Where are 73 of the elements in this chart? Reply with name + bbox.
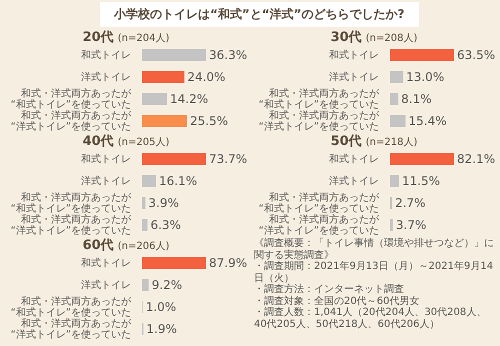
- bar: [390, 93, 398, 105]
- data-label: 3.9%: [148, 196, 179, 210]
- text: ・調査期間：2021年9月13日（月）～2021年9月14日（火）: [254, 261, 494, 284]
- chart-title: 20代: [82, 30, 114, 45]
- data-label: 15.4%: [408, 114, 447, 128]
- chart-subtitle: (n=218人): [366, 137, 418, 148]
- data-label: 73.7%: [209, 152, 248, 166]
- data-label: 8.1%: [401, 92, 432, 106]
- bar: [390, 175, 399, 187]
- data-label: 3.7%: [396, 218, 426, 232]
- text: ・調査方法：インターネット調査: [254, 284, 405, 296]
- data-label: 25.5%: [190, 114, 228, 128]
- bar: [142, 197, 146, 209]
- bar: [390, 71, 404, 83]
- data-label: 14.2%: [170, 92, 208, 106]
- bar: [142, 49, 206, 61]
- y-tick-label: 和式トイレ: [329, 152, 379, 164]
- y-tick-label: 洋式トイレ: [329, 174, 379, 186]
- y-tick-label: 和式トイレ: [81, 48, 131, 60]
- y-tick-label: 和式・洋式両方あったが “和式トイレ”を使っていた: [258, 87, 380, 110]
- data-label: 63.5%: [457, 48, 496, 62]
- y-tick-label: 和式・洋式両方あったが “洋式トイレ”を使っていた: [10, 213, 132, 236]
- bar: [390, 219, 393, 231]
- y-tick-label: 洋式トイレ: [81, 174, 131, 186]
- bar: [390, 49, 454, 61]
- bar: [142, 93, 168, 105]
- y-tick-label: 和式・洋式両方あったが “和式トイレ”を使っていた: [258, 191, 380, 214]
- bar: [142, 219, 148, 231]
- data-label: 87.9%: [209, 256, 248, 270]
- y-tick-label: 和式トイレ: [81, 256, 131, 268]
- y-tick-label: 洋式トイレ: [81, 278, 131, 290]
- y-tick-label: 洋式トイレ: [81, 70, 131, 82]
- y-tick-label: 和式・洋式両方あったが “洋式トイレ”を使っていた: [10, 317, 132, 340]
- y-tick-label: 和式・洋式両方あったが “和式トイレ”を使っていた: [10, 295, 132, 318]
- chart-title: 50代: [330, 134, 362, 149]
- data-label: 36.3%: [209, 48, 248, 62]
- y-tick-label: 和式・洋式両方あったが “洋式トイレ”を使っていた: [258, 213, 380, 236]
- y-tick-label: 和式・洋式両方あったが “和式トイレ”を使っていた: [10, 87, 132, 110]
- chart-subtitle: (n=205人): [118, 137, 170, 148]
- y-tick-label: 和式・洋式両方あったが “洋式トイレ”を使っていた: [10, 109, 132, 132]
- chart-subtitle: (n=206人): [118, 241, 170, 252]
- data-label: 1.0%: [146, 300, 176, 314]
- y-tick-label: 和式トイレ: [329, 48, 379, 60]
- bar: [390, 115, 406, 127]
- data-label: 24.0%: [187, 70, 226, 84]
- data-label: 11.5%: [402, 174, 440, 188]
- y-tick-label: 和式・洋式両方あったが “和式トイレ”を使っていた: [10, 191, 132, 214]
- text: 小学校のトイレは“和式”と“洋式”のどちらでしたか?: [100, 2, 419, 27]
- bar: [142, 175, 156, 187]
- y-tick-label: 和式・洋式両方あったが “洋式トイレ”を使っていた: [258, 109, 380, 132]
- data-label: 82.1%: [457, 152, 496, 166]
- bar: [390, 153, 454, 165]
- data-label: 6.3%: [150, 218, 181, 232]
- data-label: 1.9%: [146, 322, 177, 336]
- data-label: 16.1%: [158, 174, 198, 188]
- data-label: 2.7%: [395, 196, 426, 210]
- chart-subtitle: (n=208人): [366, 33, 418, 44]
- data-label: 9.2%: [152, 278, 182, 292]
- bar: [142, 153, 206, 165]
- chart-subtitle: (n=204人): [118, 33, 170, 44]
- chart-title: 60代: [82, 238, 114, 253]
- y-tick-label: 洋式トイレ: [329, 70, 379, 82]
- text: 《調査概要：「トイレ事情（環境や排せつなど）」に関する実態調査》: [254, 238, 495, 260]
- chart-title: 30代: [330, 30, 362, 45]
- chart-title: 40代: [82, 134, 114, 149]
- bar: [142, 71, 184, 83]
- data-label: 13.0%: [406, 70, 444, 84]
- bar: [142, 257, 206, 269]
- text: ・調査人数：1,041人（20代204人、30代208人、40代205人、50代218人、60代206人）: [254, 307, 488, 330]
- bar: [142, 279, 149, 291]
- y-tick-label: 和式トイレ: [81, 152, 131, 164]
- bar: [142, 115, 187, 127]
- text: ・調査対象：全国の20代～60代男女: [254, 296, 420, 306]
